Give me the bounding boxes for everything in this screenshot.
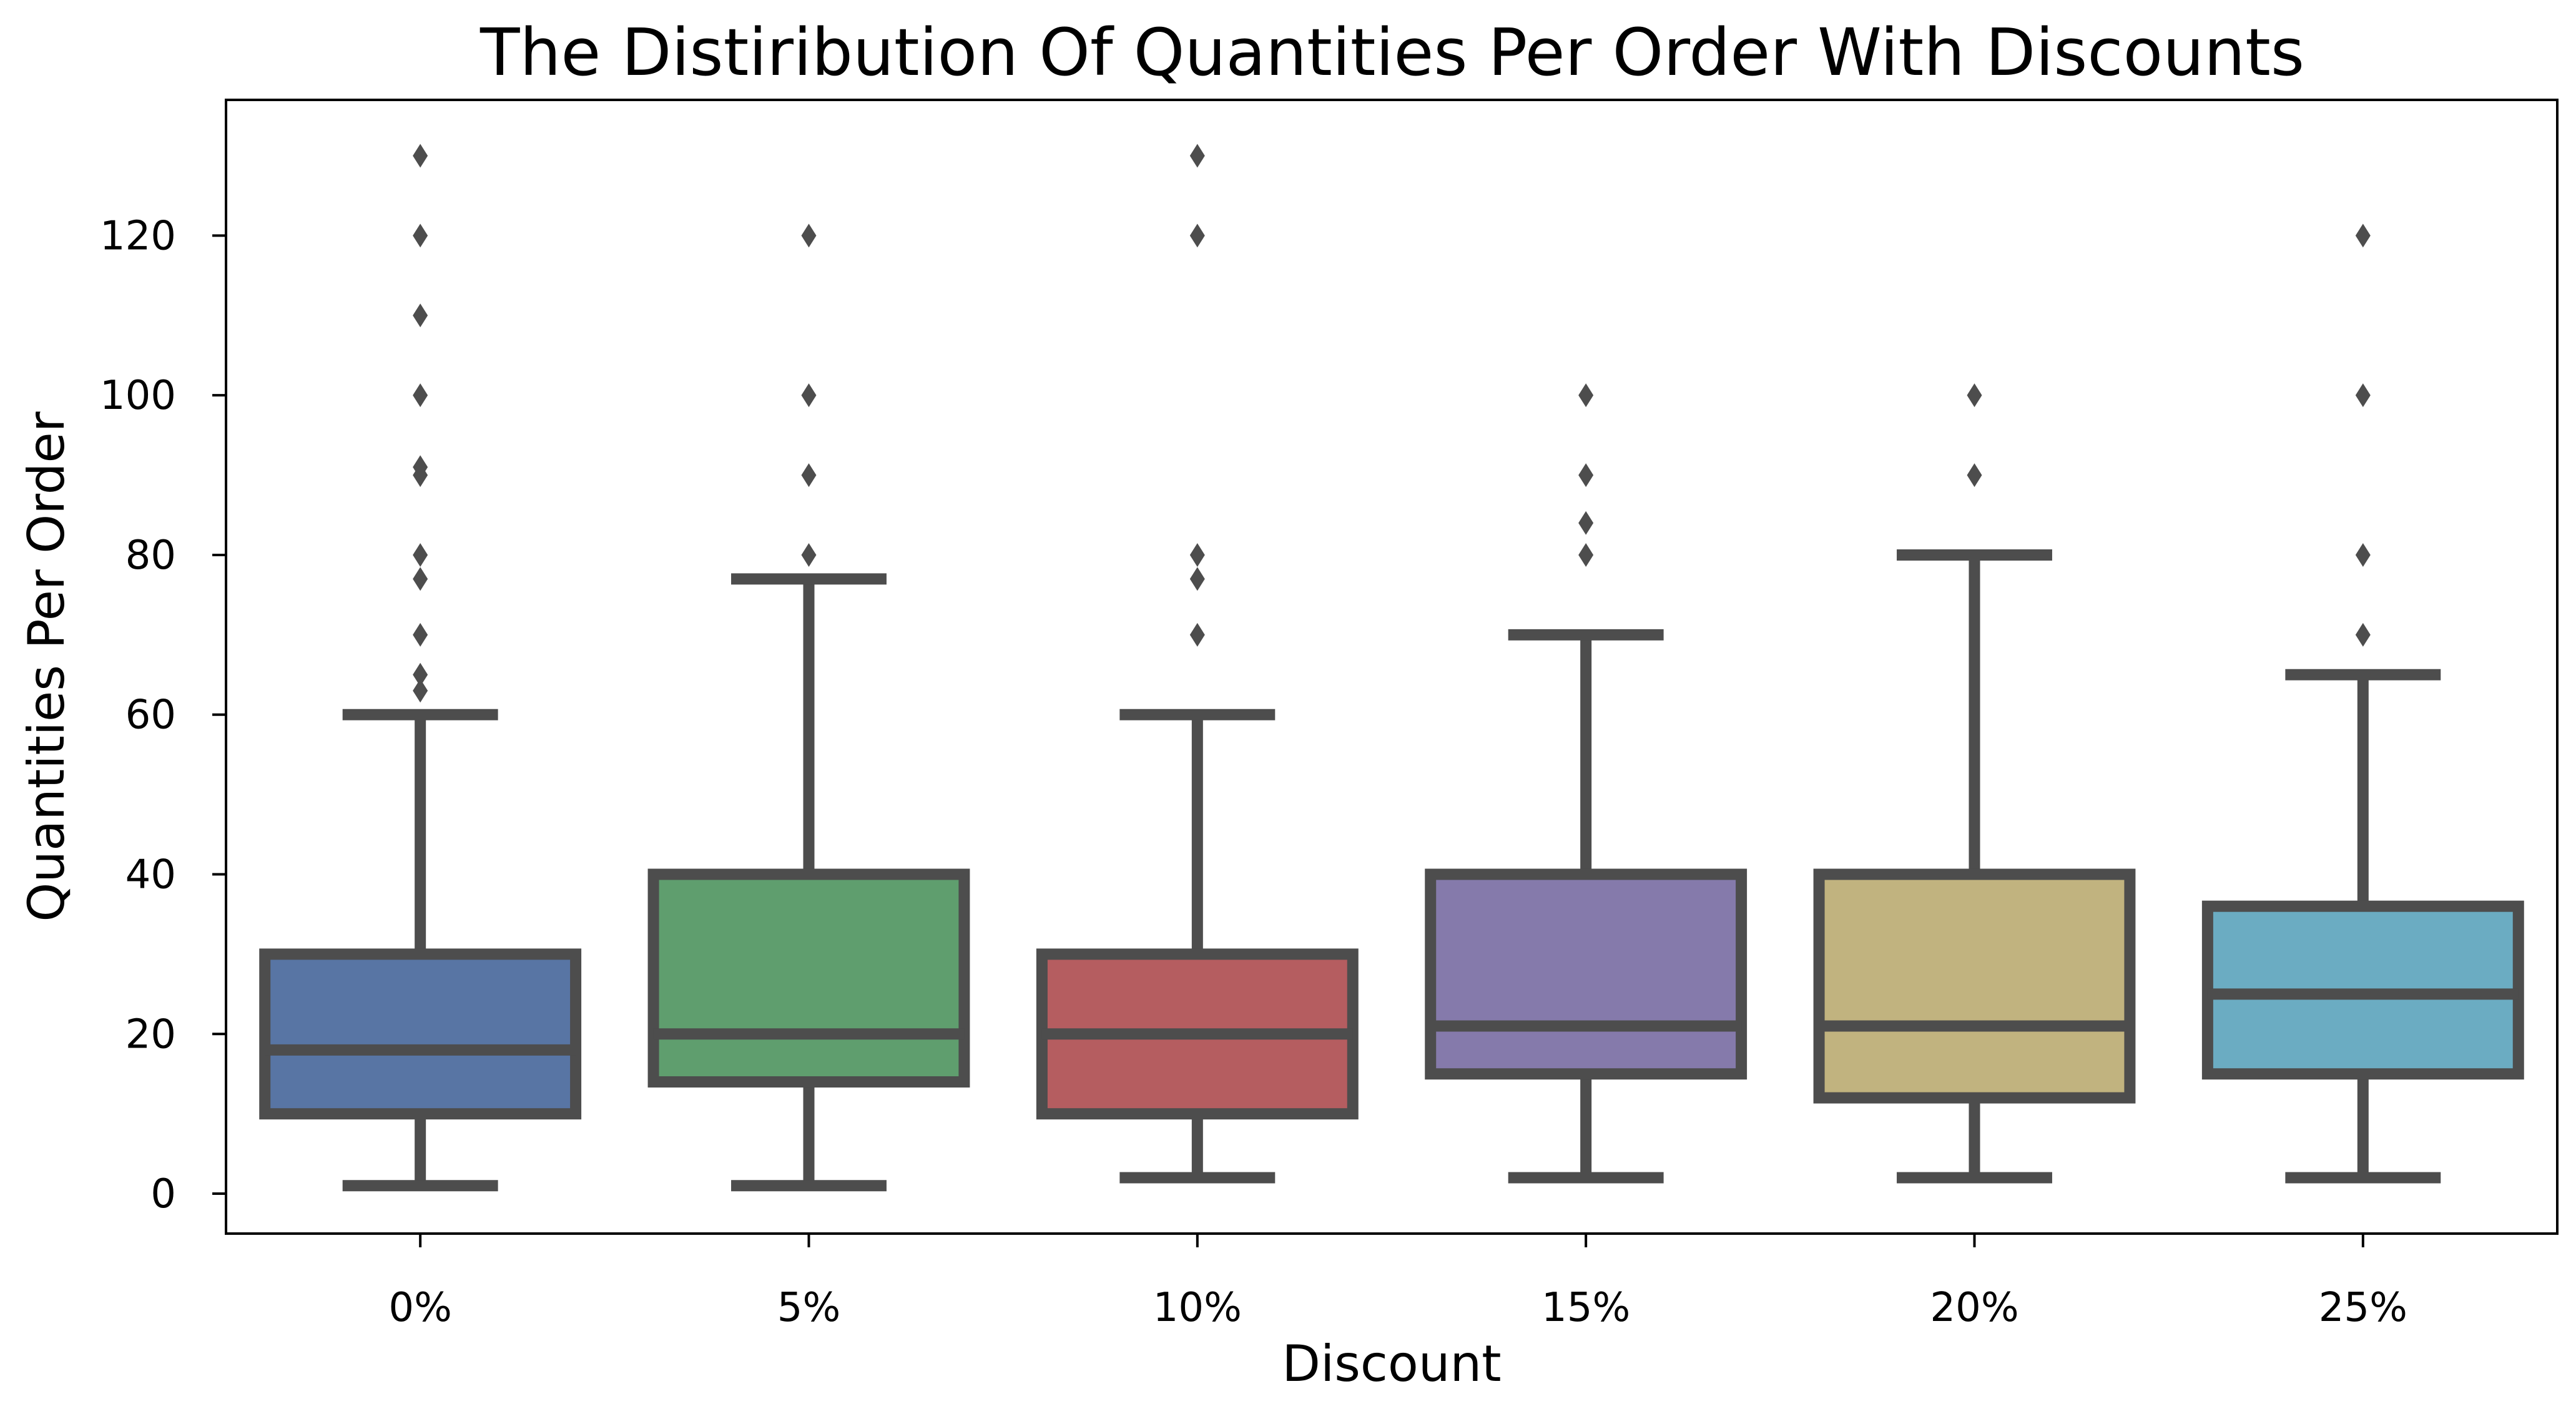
outlier-point [1189, 567, 1205, 591]
x-tick-label: 0% [388, 1285, 452, 1331]
outlier-point [1578, 543, 1594, 567]
y-tick-label: 100 [100, 373, 176, 419]
box [1425, 868, 1748, 1080]
x-tick-label: 10% [1153, 1285, 1242, 1331]
x-tick-label: 25% [2319, 1285, 2407, 1331]
outlier-point [2355, 223, 2371, 248]
outlier-point [413, 144, 428, 168]
chart-title: The Distiribution Of Quantities Per Orde… [479, 14, 2304, 91]
box-group-25% [2201, 223, 2524, 1184]
outlier-point [801, 223, 817, 248]
box [259, 948, 582, 1120]
outlier-point [413, 567, 428, 591]
outlier-point [413, 303, 428, 328]
axis-ticks: 0 20 40 60 80 100 120 0% 5% 10% 15% 20% 25% [100, 213, 2407, 1331]
outlier-point [2355, 383, 2371, 408]
y-tick-label: 80 [125, 533, 176, 579]
y-tick-label: 0 [150, 1171, 176, 1217]
plot-area [259, 144, 2524, 1192]
y-tick-label: 60 [125, 692, 176, 739]
outlier-point [1578, 463, 1594, 488]
y-axis-label: Quantities Per Order [17, 411, 76, 921]
y-tick-label: 20 [125, 1011, 176, 1058]
outlier-point [1578, 383, 1594, 408]
box-group-0% [259, 144, 582, 1192]
outlier-point [801, 383, 817, 408]
box [647, 868, 970, 1088]
y-tick-label: 40 [125, 852, 176, 898]
outlier-point [413, 622, 428, 647]
outlier-point [413, 662, 428, 687]
outlier-point [801, 543, 817, 567]
outlier-point [413, 679, 428, 703]
outlier-point [1189, 622, 1205, 647]
outlier-point [413, 543, 428, 567]
box [1813, 868, 2136, 1104]
outlier-point [1578, 511, 1594, 535]
outlier-point [413, 383, 428, 408]
box-group-15% [1425, 383, 1748, 1184]
y-tick-label: 120 [100, 213, 176, 259]
outlier-point [1189, 144, 1205, 168]
x-axis-label: Discount [1282, 1335, 1501, 1393]
plot-frame [225, 99, 2559, 1235]
outlier-point [2355, 543, 2371, 567]
box-group-10% [1036, 144, 1359, 1184]
outlier-point [1967, 463, 1982, 488]
outlier-point [1189, 223, 1205, 248]
box-group-20% [1813, 383, 2136, 1184]
x-tick-label: 5% [777, 1285, 841, 1331]
outlier-point [1189, 543, 1205, 567]
outlier-point [801, 463, 817, 488]
box-group-5% [647, 223, 970, 1192]
x-tick-label: 15% [1541, 1285, 1630, 1331]
outlier-point [2355, 622, 2371, 647]
x-tick-label: 20% [1930, 1285, 2018, 1331]
outlier-point [413, 455, 428, 479]
outlier-point [413, 223, 428, 248]
outlier-point [1967, 383, 1982, 408]
